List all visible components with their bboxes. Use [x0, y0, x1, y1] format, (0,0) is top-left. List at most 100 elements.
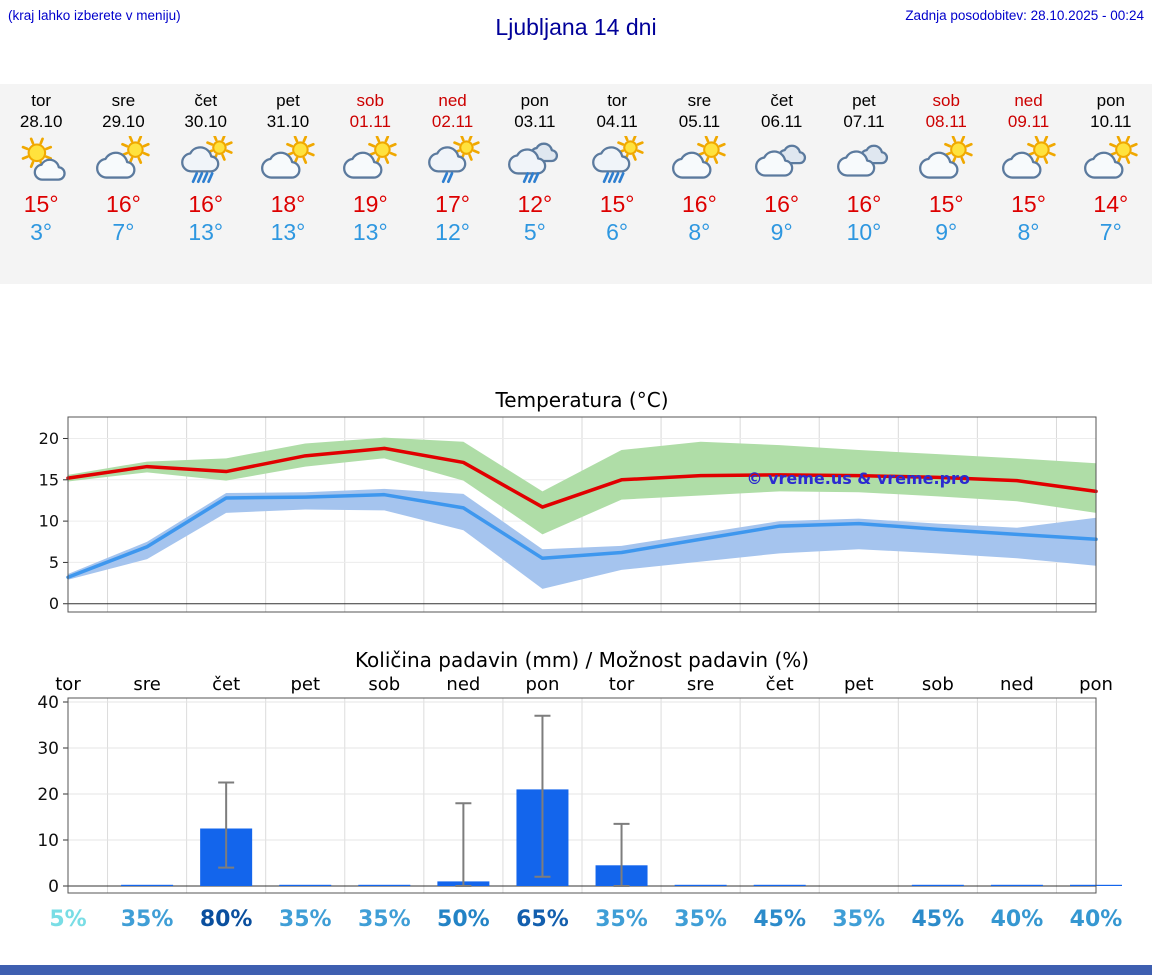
- day-name: pet: [276, 91, 300, 110]
- day-max-temp: 15°: [1011, 191, 1046, 217]
- precip-day-label: čet: [212, 674, 240, 695]
- day-name: sob: [356, 91, 384, 110]
- day-min-temp: 10°: [846, 219, 882, 245]
- precip-day-label: sob: [368, 674, 400, 695]
- svg-text:10: 10: [39, 512, 59, 531]
- day-max-temp: 17°: [435, 191, 470, 217]
- svg-text:30: 30: [37, 739, 59, 759]
- cloud-sun-icon: [82, 135, 164, 186]
- precip-bar: [358, 884, 411, 886]
- day-max-temp: 16°: [846, 191, 882, 217]
- precip-day-label: ned: [1000, 674, 1034, 695]
- day-column-04.11[interactable]: tor 04.11 15° 6°: [576, 84, 658, 284]
- day-column-09.11[interactable]: ned 09.11 15° 8°: [987, 84, 1069, 284]
- temp-line-1: [66, 492, 1098, 580]
- day-name: ned: [438, 91, 467, 110]
- precip-probability-label: 45%: [753, 907, 806, 932]
- day-min-temp: 7°: [1099, 219, 1122, 245]
- sun-cloud-icon: [0, 136, 82, 186]
- precip-bar: [911, 884, 964, 886]
- precipitation-chart-title: Količina padavin (mm) / Možnost padavin …: [354, 648, 810, 672]
- day-min-temp: 13°: [188, 219, 224, 245]
- precip-day-label: sre: [687, 674, 714, 695]
- watermark: © vreme.us & vreme.pro: [746, 469, 969, 488]
- day-min-temp: 5°: [523, 219, 546, 245]
- day-column-31.10[interactable]: pet 31.10 18° 13°: [247, 84, 329, 284]
- svg-text:0: 0: [48, 877, 59, 897]
- svg-text:10: 10: [37, 831, 59, 851]
- precip-probability-label: 40%: [1070, 907, 1123, 932]
- precip-probability-label: 35%: [674, 907, 727, 932]
- precip-probability-label: 35%: [121, 907, 174, 932]
- day-min-temp: 8°: [1017, 219, 1040, 245]
- precip-day-label: pet: [844, 674, 874, 695]
- day-max-temp: 16°: [764, 191, 800, 217]
- day-column-01.11[interactable]: sob 01.11 19° 13°: [329, 84, 411, 284]
- precip-bar: [279, 884, 332, 886]
- svg-text:20: 20: [39, 429, 59, 448]
- day-column-05.11[interactable]: sre 05.11 16° 8°: [658, 84, 740, 284]
- day-date: 05.11: [678, 112, 721, 131]
- day-min-temp: 7°: [112, 219, 135, 245]
- precip-day-label: sob: [922, 674, 954, 695]
- day-date: 09.11: [1007, 112, 1050, 131]
- day-column-29.10[interactable]: sre 29.10 16° 7°: [82, 84, 164, 284]
- day-column-08.11[interactable]: sob 08.11 15° 9°: [905, 84, 987, 284]
- day-max-temp: 15°: [599, 191, 635, 217]
- day-min-temp: 3°: [30, 219, 53, 245]
- day-date: 28.10: [19, 112, 63, 131]
- day-date: 03.11: [514, 112, 556, 131]
- day-column-30.10[interactable]: čet 30.10 16° 13°: [165, 84, 247, 284]
- cloud-sun-icon: [329, 135, 411, 186]
- day-name: sre: [111, 91, 136, 110]
- day-name: tor: [607, 91, 628, 110]
- temperature-chart-title: Temperatura (°C): [495, 388, 669, 412]
- day-min-temp: 9°: [935, 219, 958, 245]
- precip-probability-label: 50%: [437, 907, 490, 932]
- day-column-06.11[interactable]: čet 06.11 16° 9°: [741, 84, 823, 284]
- precip-bar: [121, 884, 174, 886]
- day-column-02.11[interactable]: ned 02.11 17° 12°: [411, 84, 493, 284]
- precip-day-label: ned: [446, 674, 480, 695]
- day-min-temp: 9°: [770, 219, 793, 245]
- day-name: sob: [932, 91, 960, 110]
- day-name: sre: [687, 91, 712, 110]
- day-column-03.11[interactable]: pon 03.11 12° 5°: [494, 84, 576, 284]
- day-max-temp: 19°: [352, 191, 388, 217]
- day-min-temp: 12°: [435, 219, 470, 245]
- cloud-sun-icon: [905, 135, 987, 186]
- cloudy-icon: [823, 136, 905, 186]
- location-menu-hint-link[interactable]: (kraj lahko izberete v meniju): [8, 8, 181, 23]
- day-date: 02.11: [431, 112, 474, 131]
- day-name: pon: [1096, 91, 1125, 110]
- day-max-temp: 14°: [1093, 191, 1129, 217]
- day-min-temp: 13°: [352, 219, 388, 245]
- day-max-temp: 15°: [23, 191, 59, 217]
- day-max-temp: 12°: [517, 191, 553, 217]
- forecast-strip: tor 28.10 15° 3° sre 29.10 16° 7° čet 30.10 16° 13°…: [0, 84, 1152, 284]
- last-updated-text: Zadnja posodobitev: 28.10.2025 - 00:24: [905, 8, 1144, 23]
- day-max-temp: 16°: [682, 191, 717, 217]
- day-date: 30.10: [184, 112, 227, 131]
- day-column-10.11[interactable]: pon 10.11 14° 7°: [1070, 84, 1152, 284]
- precip-probability-label: 45%: [912, 907, 965, 932]
- precip-day-label: pon: [526, 674, 560, 695]
- sun-cloud-rain-heavy-icon: [576, 134, 658, 186]
- day-min-temp: 13°: [270, 219, 306, 245]
- precip-day-label: pon: [1079, 674, 1113, 695]
- page-title: Ljubljana 14 dni: [495, 14, 657, 40]
- precip-day-label: čet: [766, 674, 794, 695]
- svg-text:40: 40: [37, 693, 59, 713]
- svg-text:20: 20: [37, 785, 59, 805]
- day-min-temp: 6°: [606, 219, 629, 245]
- cloud-sun-icon: [658, 135, 740, 186]
- day-column-07.11[interactable]: pet 07.11 16° 10°: [823, 84, 905, 284]
- precip-error-bar: [218, 781, 235, 869]
- precip-probability-label: 35%: [832, 907, 885, 932]
- day-column-28.10[interactable]: tor 28.10 15° 3°: [0, 84, 82, 284]
- precip-day-label: tor: [609, 674, 635, 695]
- precip-error-bar: [534, 714, 551, 878]
- temp-line-0: [66, 446, 1098, 509]
- day-name: tor: [31, 91, 52, 110]
